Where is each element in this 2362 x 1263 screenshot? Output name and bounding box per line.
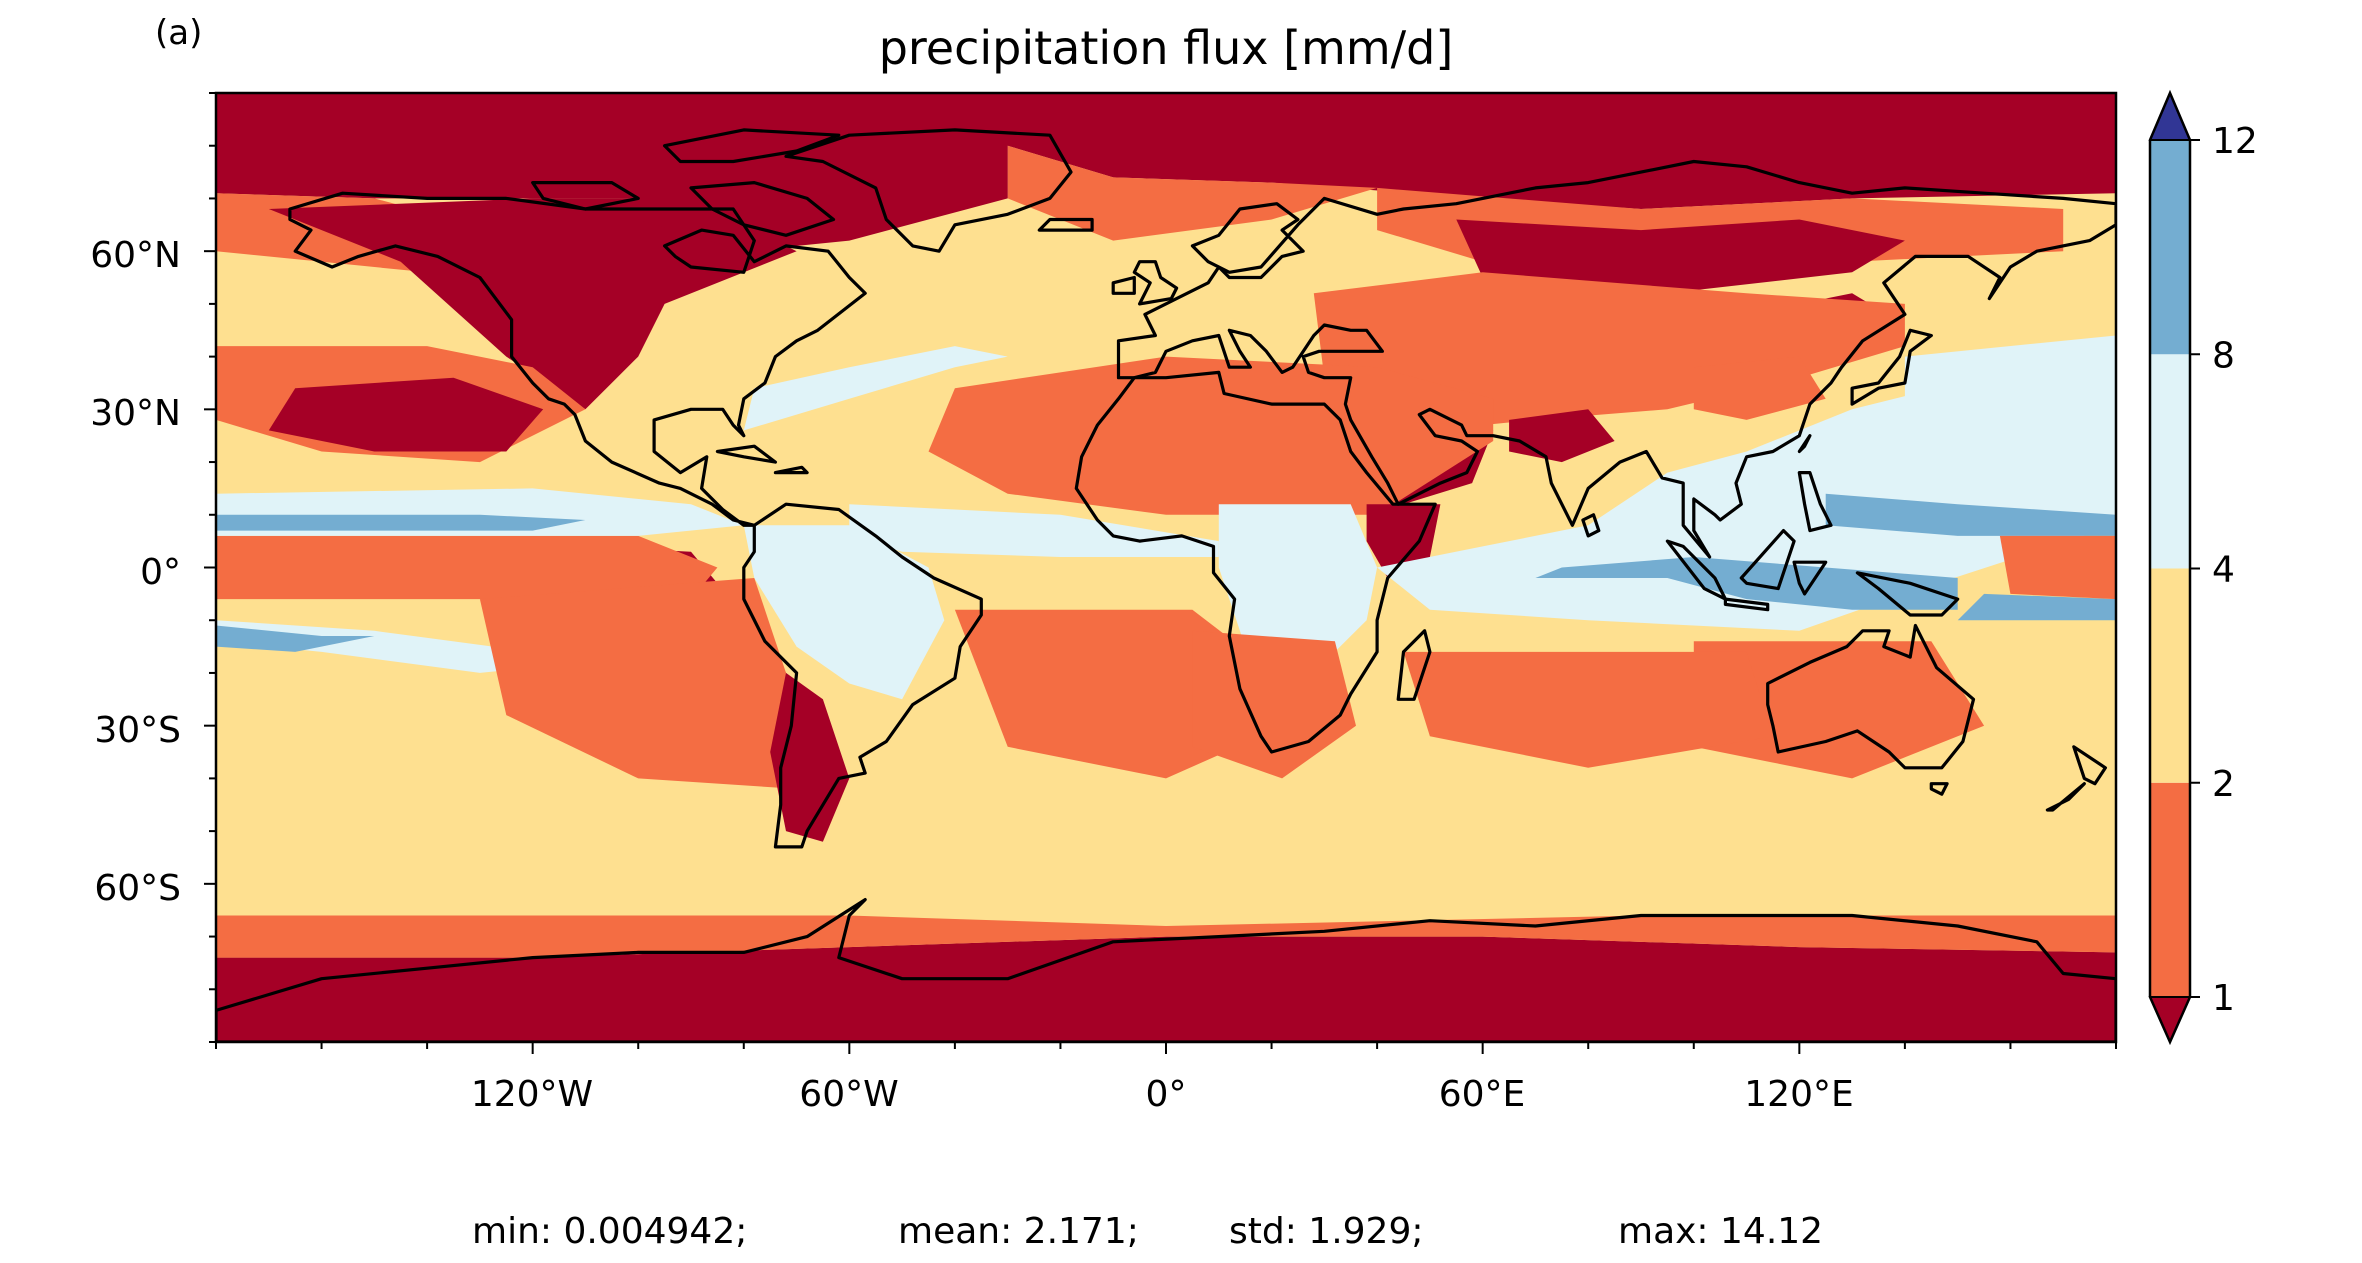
field-spcz-heavy [216, 625, 375, 652]
coast-australia [1766, 623, 1976, 770]
map-title: precipitation flux [mm/d] [879, 21, 1454, 75]
longitude-labels: 120°W 60°W 0° 60°E 120°E [471, 1074, 1854, 1115]
precipitation-field [216, 93, 2116, 1042]
coast-greenland [784, 128, 1073, 253]
coast-java [1723, 597, 1770, 612]
coast-victoria-island [531, 181, 640, 211]
lon-label-0: 0° [1146, 1074, 1187, 1115]
coast-africa [1074, 370, 1437, 754]
coast-japan [1850, 328, 1933, 406]
coast-philippines [1797, 471, 1833, 533]
stat-mean: mean: 2.171; [898, 1211, 1139, 1252]
field-spcz [216, 620, 586, 673]
colorbar-tick-label: 8 [2212, 335, 2235, 376]
coast-new-zealand-south [2045, 782, 2086, 812]
colorbar-extend-min [2148, 996, 2192, 1045]
field-australia-rim [1693, 641, 1985, 779]
coast-sri-lanka [1581, 513, 1601, 538]
coast-cuba [715, 444, 777, 464]
field-sahara-rim [928, 356, 1494, 515]
longitude-ticks [215, 1042, 2117, 1054]
stat-std: std: 1.929; [1229, 1211, 1423, 1252]
field-south-indian-rim [1403, 651, 1773, 768]
field-se-pacific-rim [479, 578, 797, 789]
lon-label-60w: 60°W [799, 1074, 898, 1115]
coast-south-america [742, 502, 983, 849]
lat-label-60s: 60°S [94, 868, 181, 909]
field-gulf-stream [743, 346, 1008, 431]
coast-new-guinea [1855, 571, 1960, 617]
field-arctic-canada [638, 135, 1008, 252]
field-itcz-pacific-heavy [216, 514, 586, 531]
colorbar-extend-max [2148, 90, 2192, 141]
field-east-asia [1693, 356, 1826, 420]
field-equatorial-pacific-west-rim [1999, 535, 2116, 600]
colorbar-tick-label: 2 [2212, 764, 2235, 805]
lon-label-120e: 120°E [1744, 1074, 1853, 1115]
coast-madagascar [1396, 629, 1432, 701]
field-southern-africa-rim [1192, 630, 1356, 779]
coast-eurasia [1116, 159, 2116, 559]
coast-north-america [288, 191, 867, 527]
field-atlantic-itcz [849, 504, 1219, 557]
stat-max: max: 14.12 [1618, 1211, 1823, 1252]
coast-hispaniola [773, 465, 809, 475]
field-north-america-heavy [268, 198, 797, 410]
field-north-atlantic-band [1007, 145, 1378, 241]
lat-label-30n: 30°N [90, 393, 181, 434]
lon-label-60e: 60°E [1439, 1074, 1526, 1115]
colorbar-segment-4-8 [2150, 354, 2190, 569]
colorbar-segment-2-4 [2150, 568, 2190, 783]
stat-min: min: 0.004942; [472, 1211, 747, 1252]
lon-label-120w: 120°W [471, 1074, 593, 1115]
field-central-pacific-heavy [1957, 593, 2116, 621]
field-west-pacific-heavy [1825, 493, 2116, 536]
coast-borneo [1739, 529, 1796, 591]
coast-new-zealand-north [2072, 745, 2107, 786]
coast-baffin [689, 181, 836, 237]
coast-ireland [1111, 275, 1136, 295]
precipitation-map [216, 93, 2116, 1042]
field-nw-pacific-storm [1904, 335, 2116, 420]
field-amazon-wet [743, 525, 945, 700]
coastlines [216, 128, 2116, 1042]
coast-tasmania [1929, 782, 1949, 796]
coast-sulawesi [1792, 560, 1828, 596]
colorbar-tick-label: 1 [2212, 978, 2235, 1019]
colorbar-segment-8-12 [2150, 140, 2190, 355]
field-southern-ocean-band [216, 915, 2116, 958]
field-ne-pacific-heavy [268, 377, 544, 452]
colorbar-segment-1-2 [2150, 782, 2190, 997]
coast-britain [1132, 260, 1179, 306]
colorbar-tick-label: 4 [2212, 550, 2235, 591]
latitude-labels: 60°N 30°N 0° 30°S 60°S [90, 235, 181, 909]
lat-label-0: 0° [140, 552, 181, 593]
coast-ellesmere [663, 128, 841, 164]
field-equatorial-pacific-rim [216, 535, 718, 600]
field-siberia-heavy [1456, 219, 1905, 294]
latitude-ticks [204, 92, 216, 1043]
field-central-africa-wet [1218, 504, 1378, 663]
lat-label-30s: 30°S [94, 710, 181, 751]
field-south-atlantic-rim [954, 609, 1261, 779]
lat-label-60n: 60°N [90, 235, 181, 276]
field-patagonia-dry [770, 672, 850, 842]
coast-antarctica [216, 898, 2116, 1042]
panel-label: (a) [155, 13, 202, 53]
coast-iceland [1037, 217, 1094, 232]
coast-sumatra [1665, 539, 1727, 601]
statistics-line: min: 0.004942; mean: 2.171; std: 1.929; … [472, 1211, 1823, 1252]
coast-taiwan [1797, 434, 1812, 454]
colorbar-tick-label: 12 [2212, 121, 2258, 162]
field-antarctic-heavy [216, 936, 2116, 1042]
